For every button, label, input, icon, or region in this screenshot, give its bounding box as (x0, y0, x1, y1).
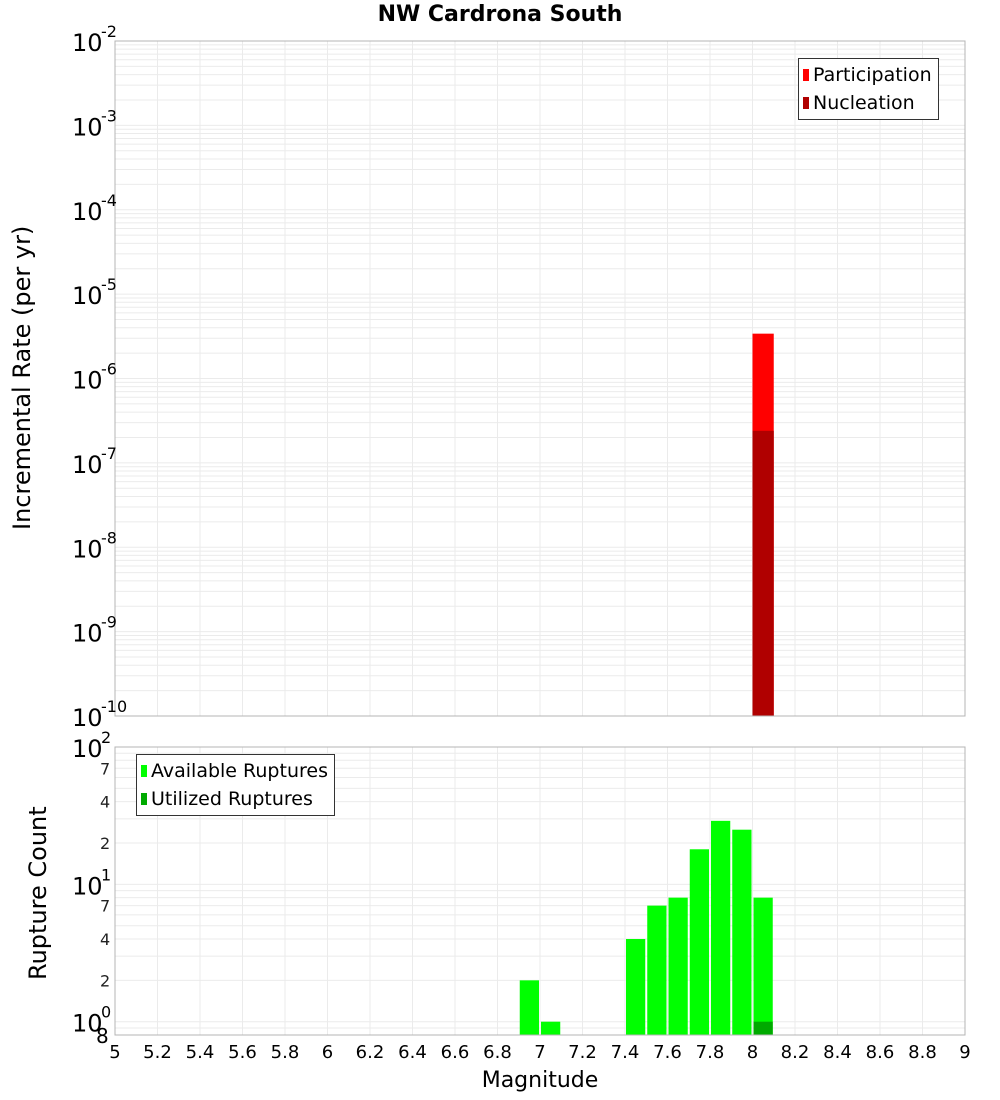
svg-text:6.2: 6.2 (356, 1042, 385, 1063)
svg-text:8: 8 (747, 1042, 758, 1063)
svg-text:-8: -8 (101, 528, 117, 547)
svg-text:10: 10 (72, 367, 103, 395)
svg-text:5.2: 5.2 (143, 1042, 172, 1063)
svg-text:8.4: 8.4 (823, 1042, 852, 1063)
svg-text:5.6: 5.6 (228, 1042, 257, 1063)
svg-text:0: 0 (101, 1003, 111, 1022)
rate-bar (752, 430, 774, 716)
svg-text:-5: -5 (101, 275, 117, 294)
rupture-count-bar (711, 820, 731, 1035)
rupture-count-bar (626, 939, 646, 1035)
svg-text:-2: -2 (101, 22, 117, 41)
legend-item-utilized: Utilized Ruptures (141, 785, 328, 813)
legend-label: Participation (813, 64, 932, 86)
svg-text:4: 4 (100, 930, 110, 949)
svg-text:7.8: 7.8 (696, 1042, 725, 1063)
svg-text:8.8: 8.8 (908, 1042, 937, 1063)
svg-text:5: 5 (109, 1042, 120, 1063)
svg-text:10: 10 (72, 535, 103, 563)
svg-text:9: 9 (959, 1042, 970, 1063)
rupture-count-bar (668, 897, 688, 1035)
rupture-count-bar (689, 849, 709, 1035)
svg-text:6.8: 6.8 (483, 1042, 512, 1063)
rupture-count-bar (541, 1021, 561, 1035)
rupture-count-bar (753, 897, 773, 1035)
rupture-count-bar (753, 1021, 773, 1035)
svg-text:7.4: 7.4 (611, 1042, 640, 1063)
svg-text:10: 10 (72, 113, 103, 141)
svg-text:10: 10 (72, 735, 103, 763)
legend-item-participation: Participation (803, 61, 932, 89)
svg-text:2: 2 (100, 971, 110, 990)
svg-text:10: 10 (72, 29, 103, 57)
svg-text:10: 10 (72, 282, 103, 310)
legend-label: Available Ruptures (151, 760, 328, 782)
svg-text:7.6: 7.6 (653, 1042, 682, 1063)
svg-text:2: 2 (100, 834, 110, 853)
bottom-legend: Available Ruptures Utilized Ruptures (136, 754, 335, 816)
svg-text:7: 7 (534, 1042, 545, 1063)
svg-text:7.2: 7.2 (568, 1042, 597, 1063)
rupture-count-bar (647, 905, 667, 1035)
svg-text:10: 10 (72, 451, 103, 479)
svg-text:10: 10 (72, 620, 103, 648)
available-swatch-icon (141, 765, 147, 777)
svg-text:4: 4 (100, 793, 110, 812)
svg-text:7: 7 (100, 759, 110, 778)
top-legend: Participation Nucleation (798, 58, 939, 120)
svg-text:-10: -10 (101, 697, 127, 716)
svg-text:2: 2 (101, 728, 111, 747)
svg-text:7: 7 (100, 897, 110, 916)
legend-item-available: Available Ruptures (141, 757, 328, 785)
svg-text:-3: -3 (101, 106, 117, 125)
legend-item-nucleation: Nucleation (803, 89, 932, 117)
svg-text:6.6: 6.6 (441, 1042, 470, 1063)
legend-label: Utilized Ruptures (151, 788, 313, 810)
x-axis-label: Magnitude (481, 1068, 599, 1093)
svg-text:6.4: 6.4 (398, 1042, 427, 1063)
svg-text:-4: -4 (101, 191, 117, 210)
top-y-axis-label: Incremental Rate (per yr) (8, 225, 36, 530)
svg-text:6: 6 (322, 1042, 333, 1063)
participation-swatch-icon (803, 69, 809, 81)
utilized-swatch-icon (141, 793, 147, 805)
svg-text:8.6: 8.6 (866, 1042, 895, 1063)
svg-text:10: 10 (72, 1010, 103, 1038)
svg-text:8.2: 8.2 (781, 1042, 810, 1063)
svg-text:10: 10 (72, 872, 103, 900)
nucleation-swatch-icon (803, 97, 809, 109)
svg-text:-7: -7 (101, 444, 117, 463)
svg-text:10: 10 (72, 704, 103, 732)
rupture-count-bar (519, 980, 539, 1035)
svg-text:5.8: 5.8 (271, 1042, 300, 1063)
bottom-y-axis-label: Rupture Count (24, 806, 52, 980)
svg-text:8: 8 (96, 1024, 109, 1048)
chart-title: NW Cardrona South (377, 2, 623, 27)
svg-text:1: 1 (101, 865, 111, 884)
legend-label: Nucleation (813, 92, 915, 114)
svg-text:10: 10 (72, 198, 103, 226)
rupture-count-bar (732, 829, 752, 1035)
svg-text:-9: -9 (101, 613, 117, 632)
svg-text:-6: -6 (101, 360, 117, 379)
svg-text:5.4: 5.4 (186, 1042, 215, 1063)
